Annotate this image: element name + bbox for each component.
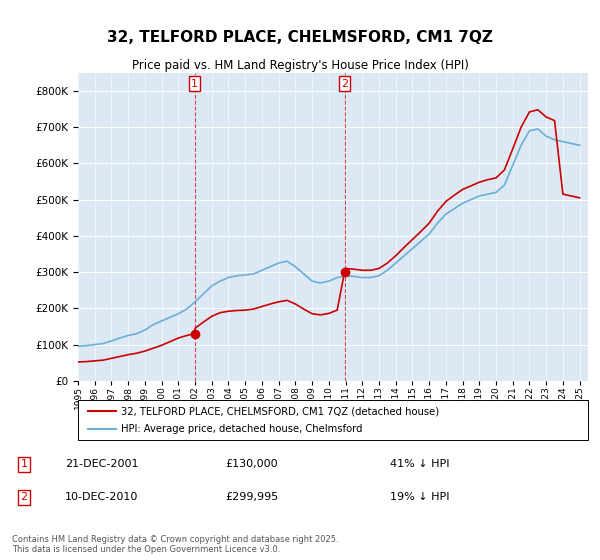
Text: 10-DEC-2010: 10-DEC-2010: [65, 492, 139, 502]
Text: £299,995: £299,995: [226, 492, 278, 502]
Text: 32, TELFORD PLACE, CHELMSFORD, CM1 7QZ: 32, TELFORD PLACE, CHELMSFORD, CM1 7QZ: [107, 30, 493, 45]
Text: 32, TELFORD PLACE, CHELMSFORD, CM1 7QZ (detached house): 32, TELFORD PLACE, CHELMSFORD, CM1 7QZ (…: [121, 407, 439, 417]
Text: 1: 1: [20, 459, 28, 469]
Text: 1: 1: [191, 78, 198, 88]
Text: HPI: Average price, detached house, Chelmsford: HPI: Average price, detached house, Chel…: [121, 423, 363, 433]
Text: 19% ↓ HPI: 19% ↓ HPI: [390, 492, 450, 502]
Text: 2: 2: [20, 492, 28, 502]
Text: 41% ↓ HPI: 41% ↓ HPI: [390, 459, 450, 469]
Text: 2: 2: [341, 78, 348, 88]
Text: £130,000: £130,000: [226, 459, 278, 469]
Text: Price paid vs. HM Land Registry's House Price Index (HPI): Price paid vs. HM Land Registry's House …: [131, 59, 469, 72]
FancyBboxPatch shape: [78, 400, 588, 440]
Text: 21-DEC-2001: 21-DEC-2001: [65, 459, 139, 469]
Text: Contains HM Land Registry data © Crown copyright and database right 2025.
This d: Contains HM Land Registry data © Crown c…: [12, 535, 338, 554]
